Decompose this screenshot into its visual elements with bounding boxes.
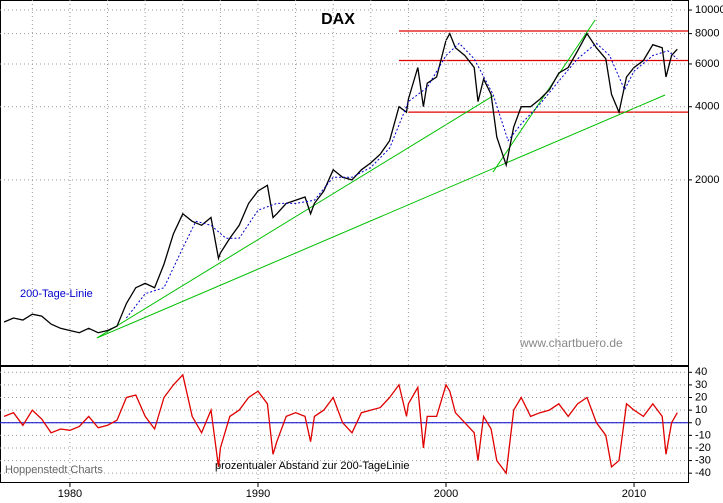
chart-title: DAX <box>321 11 355 28</box>
oscillator-frame <box>0 366 689 483</box>
y-tick-label: 4000 <box>695 101 719 113</box>
y-tick-label: -30 <box>695 454 711 466</box>
x-tick-label: 2010 <box>622 488 646 500</box>
y-tick-label: 0 <box>695 417 701 429</box>
y-tick-label: 30 <box>695 379 707 391</box>
series-line <box>3 32 678 334</box>
source: www.chartbuero.de <box>519 336 623 350</box>
y-tick-label: 20 <box>695 391 707 403</box>
series-label: prozentualer Abstand zur 200-TageLinie <box>215 460 409 472</box>
y-tick-label: 2000 <box>695 174 719 186</box>
x-tick-label: 1980 <box>58 488 82 500</box>
x-tick-label: 2000 <box>434 488 458 500</box>
trend-line <box>492 19 596 173</box>
y-tick-label: -20 <box>695 442 711 454</box>
y-tick-label: 8000 <box>695 28 719 40</box>
series-label: 200-Tage-Linie <box>20 288 93 300</box>
y-tick-label: 40 <box>695 366 707 378</box>
y-tick-label: 10000 <box>695 4 723 16</box>
series-line <box>3 373 678 475</box>
credit: Hoppenstedt Charts <box>5 464 103 476</box>
main-frame <box>0 0 689 366</box>
series-line <box>126 42 678 319</box>
y-tick-label: -40 <box>695 467 711 479</box>
x-tick-label: 1990 <box>246 488 270 500</box>
trend-line <box>96 95 494 339</box>
y-tick-label: -10 <box>695 429 711 441</box>
trend-line <box>96 94 666 339</box>
y-tick-label: 10 <box>695 404 707 416</box>
y-tick-label: 6000 <box>695 58 719 70</box>
